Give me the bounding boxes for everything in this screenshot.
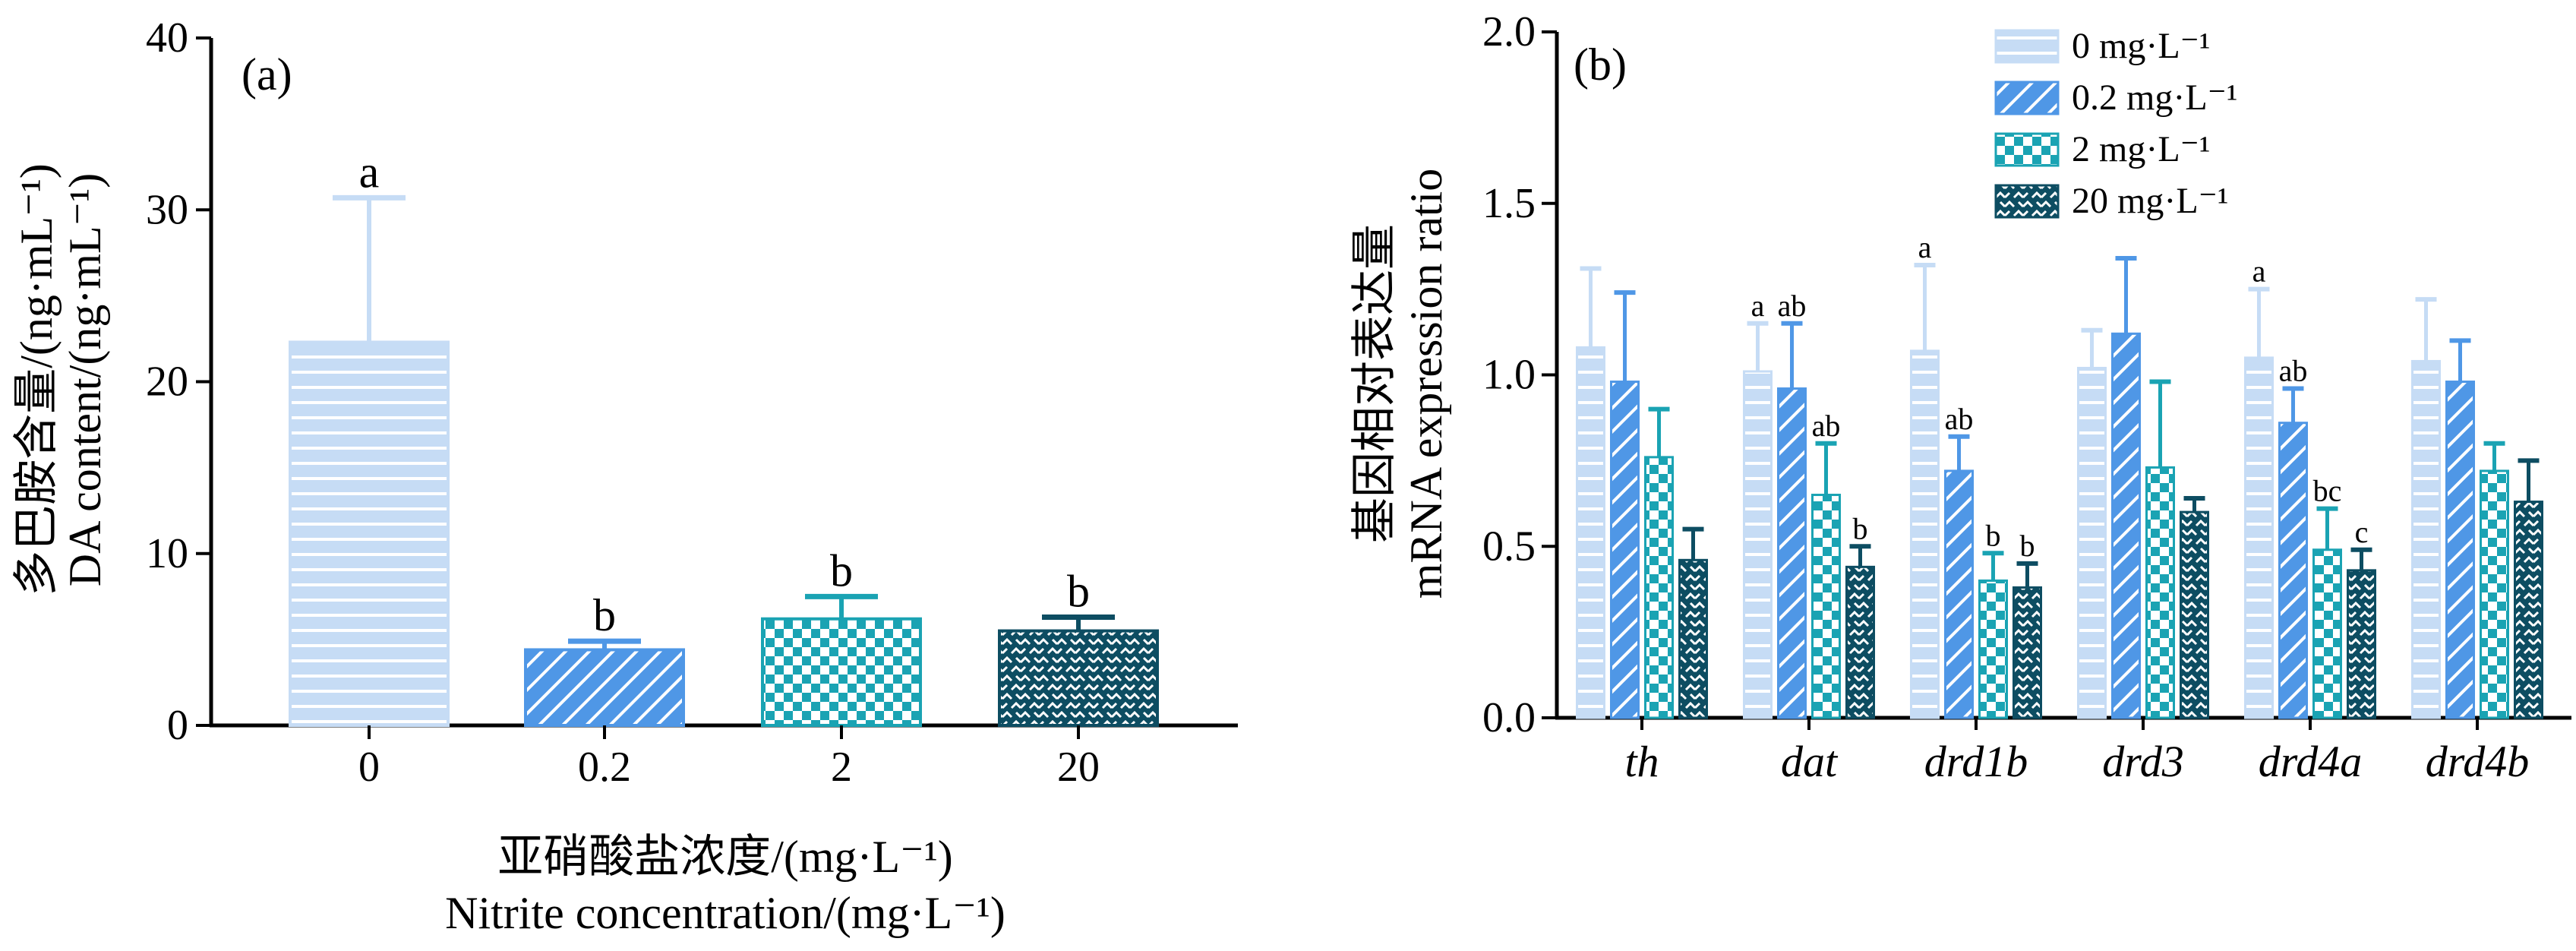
y-tick-label: 0 xyxy=(167,702,188,749)
legend-swatch xyxy=(1994,184,2060,219)
panel-label-a: (a) xyxy=(242,49,292,100)
bar xyxy=(1743,370,1773,719)
x-tick-label: drd1b xyxy=(1924,737,2028,786)
significance-label: a xyxy=(359,147,380,197)
x-axis-title-cn: 亚硝酸盐浓度/(mg·L⁻¹) xyxy=(497,832,953,882)
x-tick-label: drd4b xyxy=(2426,737,2529,786)
y-tick-label: 1.5 xyxy=(1482,180,1536,227)
panel-label-b: (b) xyxy=(1574,39,1627,90)
bar xyxy=(2077,366,2107,719)
bar xyxy=(1944,469,1974,719)
x-tick-label: th xyxy=(1624,737,1659,786)
bar xyxy=(2347,569,2376,719)
legend: 0 mg·L⁻¹ 0.2 mg·L⁻¹ 2 mg·L⁻¹ 20 mg·L⁻¹ xyxy=(1994,26,2237,221)
bar xyxy=(2244,356,2274,719)
bar xyxy=(1576,346,1605,719)
bar xyxy=(1678,558,1708,719)
bar xyxy=(1644,456,1674,719)
significance-label: b xyxy=(2020,529,2035,563)
significance-label: b xyxy=(1853,511,1868,545)
significance-label: b xyxy=(1067,566,1090,616)
significance-label: ab xyxy=(2279,354,2308,388)
bar xyxy=(2514,501,2543,719)
significance-label: a xyxy=(2252,254,2266,289)
significance-label: c xyxy=(2355,515,2369,549)
bar xyxy=(1811,494,1841,719)
y-axis-title-cn: 基因相对表达量 xyxy=(1350,224,1400,543)
panel-b: 0.0 0.5 1.0 1.5 2.0 (b) 基因相对表达量 mRNA expression… xyxy=(1350,8,2571,786)
y-tick-label: 30 xyxy=(146,186,188,233)
y-tick-label: 2.0 xyxy=(1482,8,1536,55)
bar xyxy=(2480,469,2509,719)
legend-label: 0 mg·L⁻¹ xyxy=(2072,26,2210,66)
significance-label: a xyxy=(1751,289,1765,323)
legend-label: 20 mg·L⁻¹ xyxy=(2072,181,2228,221)
bar xyxy=(1845,565,1875,719)
x-tick-label: drd4a xyxy=(2259,737,2362,786)
significance-label: ab xyxy=(1945,402,1974,436)
y-tick-label: 1.0 xyxy=(1482,352,1536,399)
significance-label: ab xyxy=(1778,289,1807,323)
x-tick-label: 0 xyxy=(358,744,380,791)
bar xyxy=(2012,586,2042,719)
legend-label: 2 mg·L⁻¹ xyxy=(2072,129,2210,169)
y-axis-title-en: DA content/(ng·mL⁻¹) xyxy=(60,173,110,587)
x-tick-label: 0.2 xyxy=(578,744,631,791)
bar xyxy=(289,340,450,727)
x-tick-label: drd3 xyxy=(2102,737,2183,786)
bar xyxy=(2111,332,2141,719)
y-tick-label: 40 xyxy=(146,14,188,62)
bar xyxy=(1610,381,1640,719)
x-tick-label: 20 xyxy=(1057,744,1100,791)
legend-label: 0.2 mg·L⁻¹ xyxy=(2072,77,2237,118)
bar xyxy=(2411,359,2441,719)
y-tick-label: 0.0 xyxy=(1482,694,1536,741)
significance-label: bc xyxy=(2313,474,2342,508)
bar xyxy=(2145,466,2175,719)
legend-swatch xyxy=(1994,29,2060,64)
bar xyxy=(1978,579,2008,719)
y-tick-label: 0.5 xyxy=(1482,523,1536,570)
bar xyxy=(998,629,1159,727)
bar xyxy=(2312,548,2342,719)
bar xyxy=(2445,381,2475,719)
y-axis-title-cn: 多巴胺含量/(ng·mL⁻¹) xyxy=(11,163,62,596)
significance-label: b xyxy=(1986,518,2001,552)
significance-label: a xyxy=(1918,230,1932,264)
bar xyxy=(524,648,685,728)
significance-label: ab xyxy=(1812,409,1841,443)
x-axis-title-en: Nitrite concentration/(mg·L⁻¹) xyxy=(445,888,1005,938)
x-tick-label: dat xyxy=(1781,737,1839,786)
significance-label: b xyxy=(593,590,616,640)
bar xyxy=(761,617,922,727)
legend-swatch xyxy=(1994,132,2060,167)
bar xyxy=(2278,422,2308,719)
y-tick-label: 20 xyxy=(146,359,188,406)
y-tick-label: 10 xyxy=(146,530,188,577)
bar xyxy=(2180,510,2209,719)
legend-swatch xyxy=(1994,81,2060,115)
x-tick-label: 2 xyxy=(831,744,852,791)
bar xyxy=(1777,387,1807,719)
bar xyxy=(1910,349,1940,719)
y-axis-title-en: mRNA expression ratio xyxy=(1401,169,1451,599)
significance-label: b xyxy=(830,545,853,596)
